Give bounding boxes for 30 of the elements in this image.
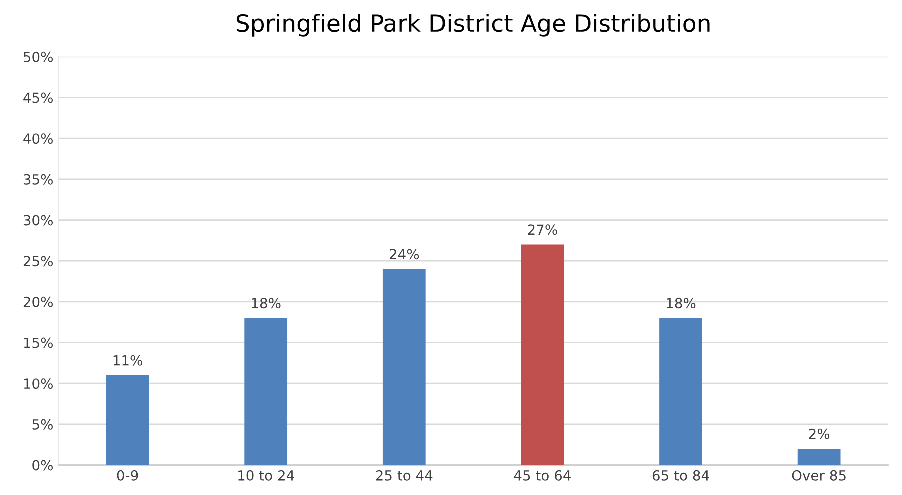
bar	[244, 318, 288, 466]
chart-title: Springfield Park District Age Distribution	[236, 14, 710, 37]
y-tick-label: 50%	[24, 52, 53, 62]
data-label: 24%	[390, 249, 420, 260]
y-tick-label: 20%	[24, 296, 53, 308]
y-tick-label: 35%	[24, 174, 53, 185]
bar	[521, 244, 564, 466]
x-tick-label: 0-9	[117, 470, 138, 481]
bar	[106, 375, 150, 466]
y-tick-label: 5%	[32, 419, 54, 430]
x-tick-label: 10 to 24	[238, 470, 294, 481]
y-tick-label: 45%	[24, 92, 53, 104]
y-tick-label: 0%	[32, 460, 54, 471]
x-tick-label: 65 to 84	[652, 470, 710, 481]
x-tick-label: 45 to 64	[514, 470, 571, 481]
data-label: 18%	[252, 298, 281, 309]
y-tick-label: 10%	[24, 378, 53, 390]
y-tick-label: 25%	[24, 256, 53, 267]
bar	[382, 269, 426, 466]
y-tick-label: 40%	[24, 134, 53, 144]
data-label: 27%	[528, 224, 558, 236]
y-tick-label: 15%	[24, 338, 53, 348]
x-tick-label: Over 85	[792, 470, 846, 481]
x-tick-label: 25 to 44	[376, 470, 433, 481]
y-tick-label: 30%	[24, 215, 53, 226]
bar	[660, 318, 702, 466]
data-label: 11%	[114, 355, 142, 366]
data-label: 2%	[809, 428, 830, 440]
data-label: 18%	[667, 298, 696, 309]
bar	[798, 448, 841, 466]
